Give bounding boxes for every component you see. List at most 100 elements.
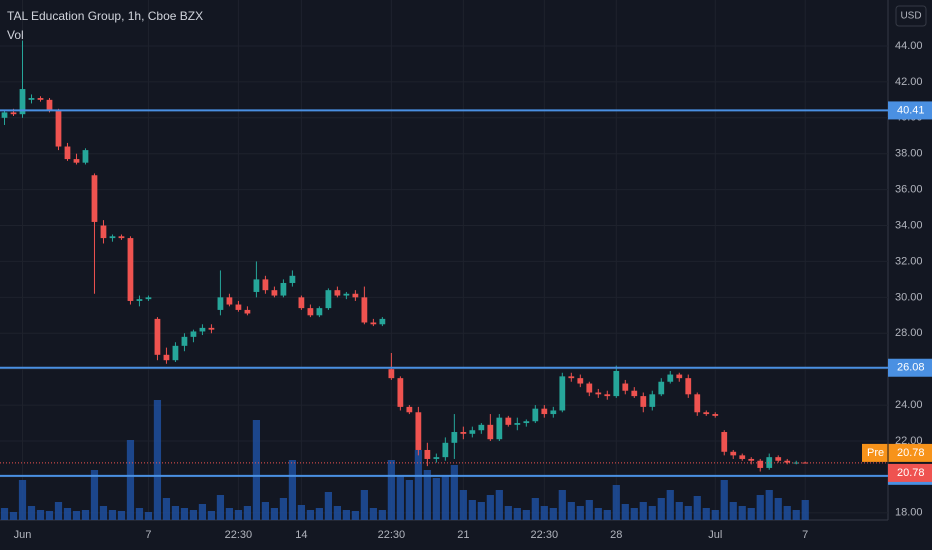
candle-body	[379, 318, 386, 325]
candle-body	[100, 225, 107, 239]
y-tick-label: 38.00	[895, 148, 923, 160]
volume-bar	[720, 480, 728, 520]
volume-bar	[315, 508, 323, 520]
level-label-box	[888, 358, 932, 377]
candle-body	[577, 378, 584, 384]
volume-bar	[117, 511, 126, 520]
candle-body	[550, 410, 557, 415]
volume-bar	[495, 490, 503, 520]
volume-bar	[216, 495, 225, 520]
candle-body	[190, 331, 197, 337]
x-tick-label: 7	[802, 529, 808, 541]
volume-bar	[81, 510, 90, 520]
volume-bar	[234, 510, 243, 520]
candle-body	[19, 89, 26, 115]
volume-bar	[288, 460, 296, 520]
candle-body	[172, 345, 179, 361]
volume-bar	[630, 508, 638, 520]
volume-bar	[279, 498, 288, 520]
y-tick-label: 18.00	[895, 507, 923, 519]
volume-bar	[387, 460, 395, 520]
volume-bar	[27, 506, 36, 520]
volume-bar	[261, 502, 270, 520]
volume-bar	[801, 500, 809, 520]
candle-body	[226, 297, 233, 305]
candle-body	[64, 146, 71, 160]
candle-body	[298, 297, 305, 309]
candle-body	[595, 392, 602, 395]
candle-body	[451, 432, 458, 443]
candle-body	[55, 110, 62, 147]
candle-body	[415, 412, 422, 450]
volume-bar	[585, 500, 593, 520]
candle-body	[613, 370, 620, 397]
volume-bar	[783, 506, 791, 520]
x-tick-label: 28	[610, 529, 622, 541]
volume-bar	[306, 510, 314, 520]
candle-body	[721, 432, 728, 452]
candle-body	[793, 462, 800, 464]
volume-bar	[270, 508, 279, 520]
volume-bar	[99, 506, 108, 520]
y-tick-label: 24.00	[895, 399, 923, 411]
level-label-box	[888, 101, 932, 120]
candle-body	[487, 424, 494, 440]
candle-body	[181, 336, 188, 346]
candle-body	[127, 238, 134, 301]
candle-body	[397, 378, 404, 407]
candle-body	[541, 408, 548, 415]
volume-bar	[36, 510, 45, 520]
volume-bar	[549, 508, 557, 520]
candle-body	[514, 423, 521, 425]
currency[interactable]: USD	[900, 11, 921, 22]
volume-bar	[126, 440, 135, 520]
volume-bar	[369, 508, 377, 520]
volume-bar	[594, 508, 602, 520]
volume-bar	[162, 498, 171, 520]
volume-bar	[72, 511, 81, 520]
candle-body	[325, 290, 332, 309]
candle-body	[631, 390, 638, 397]
y-tick-label: 42.00	[895, 76, 923, 88]
volume-bar	[63, 508, 72, 520]
candle-body	[406, 406, 413, 413]
currency-box[interactable]	[895, 5, 927, 27]
volume-bar	[342, 510, 350, 520]
volume-bar	[711, 510, 719, 520]
y-tick-label: 36.00	[895, 184, 923, 196]
volume-bar	[477, 502, 485, 520]
candle-body	[46, 99, 53, 111]
volume-bar	[423, 470, 431, 520]
volume-bar	[621, 504, 629, 520]
volume-bar	[513, 508, 521, 520]
candle-body	[334, 290, 341, 296]
candle-body	[154, 318, 161, 355]
candle-body	[586, 383, 593, 393]
volume-bar	[657, 498, 665, 520]
candle-body	[1, 112, 8, 118]
candle-body	[307, 308, 314, 316]
candle-body	[748, 458, 755, 461]
volume-bar	[675, 502, 683, 520]
volume-bar	[414, 450, 422, 520]
candle-body	[442, 442, 449, 458]
candle-body	[703, 412, 710, 415]
candle-body	[775, 457, 782, 461]
candle-body	[208, 327, 215, 330]
level-label: 26.08	[897, 362, 925, 374]
candle-body	[37, 98, 44, 100]
candle-body	[388, 369, 395, 379]
volume-bar	[729, 502, 737, 520]
volume-bar	[567, 502, 575, 520]
candle-body	[235, 304, 242, 310]
volume-bar	[504, 506, 512, 520]
candle-body	[280, 282, 287, 296]
candle-body	[136, 299, 143, 301]
volume-bar	[144, 512, 153, 520]
y-tick-label: 44.00	[895, 40, 923, 52]
candle-body	[685, 378, 692, 395]
volume-bar	[243, 506, 252, 520]
volume-bar	[666, 490, 674, 520]
volume-bar	[153, 400, 162, 520]
